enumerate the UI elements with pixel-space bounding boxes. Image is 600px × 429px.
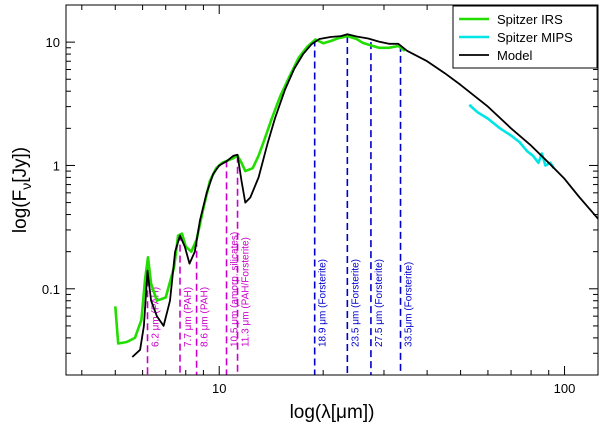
feature-label-forsterite: 27.5 μm (Forsterite): [374, 259, 385, 347]
y-tick-label: 0.1: [42, 282, 60, 297]
feature-label-pah: 7.7 μm (PAH): [183, 287, 194, 347]
series-line-model: [131, 33, 598, 358]
feature-markers: 6.2 μm (PAH) 7.7 μm (PAH) 8.6 μm (PAH) 10.5…: [146, 36, 415, 375]
series-line-spitzer-mips: [468, 103, 555, 169]
feature-label-pah: 11.3 μm (PAH/Forsterite): [241, 237, 252, 347]
feature-label-forsterite: 18.9 μm (Forsterite): [318, 259, 329, 347]
feature-label-forsterite: 33.5μm (Forsterite): [404, 262, 415, 347]
x-tick-label: 10: [212, 381, 226, 396]
feature-label-forsterite: 23.5 μm (Forsterite): [350, 259, 361, 347]
x-tick-label: 100: [554, 381, 576, 396]
data-series: [114, 33, 598, 358]
axis-ticks: 10 100 0.1 1 10: [42, 4, 598, 396]
legend-label: Model: [497, 48, 533, 63]
legend: Spitzer IRS Spitzer MIPS Model: [452, 5, 598, 69]
y-axis-label: log(Fν[Jy]): [10, 147, 34, 233]
y-tick-label: 10: [46, 35, 60, 50]
x-axis-label: log(λ[μm]): [290, 402, 375, 423]
legend-label: Spitzer MIPS: [497, 30, 573, 45]
feature-label-pah: 6.2 μm (PAH): [151, 287, 162, 347]
plot-frame: [65, 4, 599, 376]
feature-label-pah: 10.5 μm (amorp. silicates): [230, 232, 241, 347]
legend-label: Spitzer IRS: [497, 12, 563, 27]
y-tick-label: 1: [53, 158, 60, 173]
feature-label-pah: 8.6 μm (PAH): [200, 287, 211, 347]
